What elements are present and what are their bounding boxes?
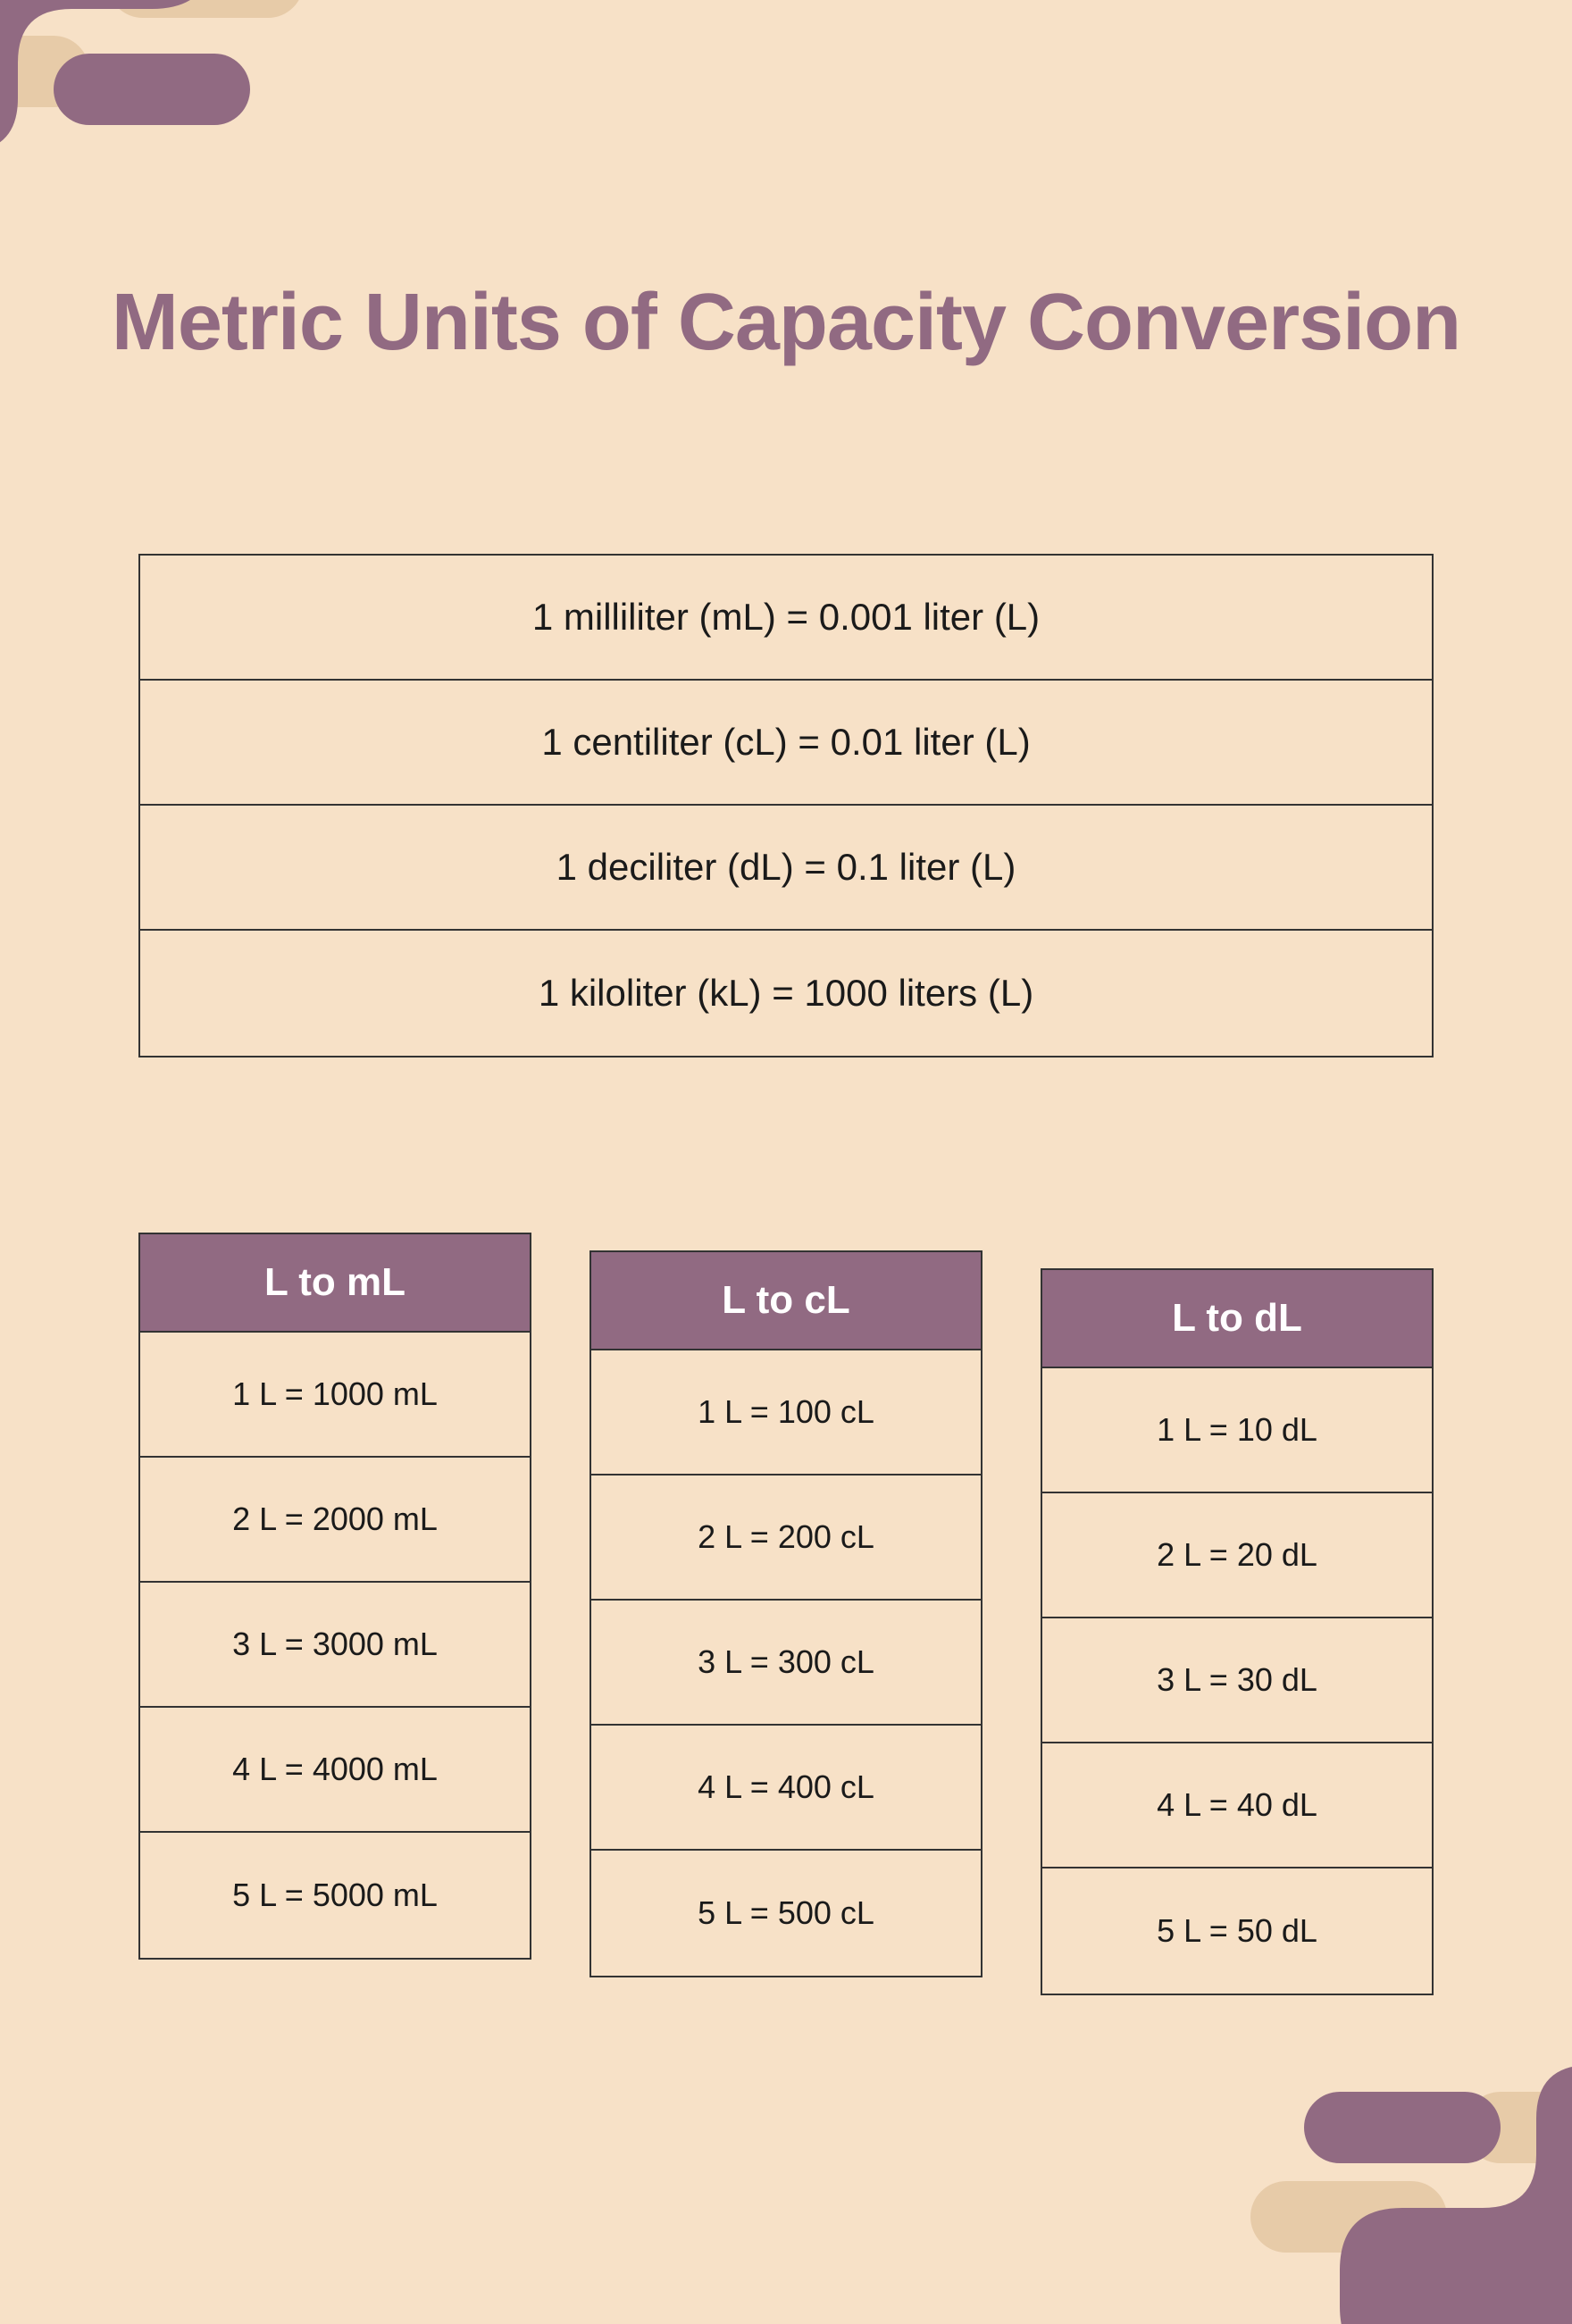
table-row: 3 L = 30 dL <box>1042 1618 1432 1743</box>
page-title: Metric Units of Capacity Conversion <box>0 277 1572 370</box>
table-row: 2 L = 2000 mL <box>140 1458 530 1583</box>
table-row: 1 L = 1000 mL <box>140 1333 530 1458</box>
conversion-tables-container: L to mL 1 L = 1000 mL 2 L = 2000 mL 3 L … <box>138 1233 1434 1995</box>
definition-row: 1 centiliter (cL) = 0.01 liter (L) <box>140 681 1432 806</box>
table-row: 5 L = 5000 mL <box>140 1833 530 1958</box>
table-row: 4 L = 4000 mL <box>140 1708 530 1833</box>
table-row: 4 L = 40 dL <box>1042 1743 1432 1868</box>
table-row: 3 L = 3000 mL <box>140 1583 530 1708</box>
table-row: 5 L = 500 cL <box>591 1851 981 1976</box>
conversion-table-ml: L to mL 1 L = 1000 mL 2 L = 2000 mL 3 L … <box>138 1233 531 1960</box>
table-row: 5 L = 50 dL <box>1042 1868 1432 1994</box>
table-row: 1 L = 100 cL <box>591 1350 981 1475</box>
definitions-table: 1 milliliter (mL) = 0.001 liter (L) 1 ce… <box>138 554 1434 1058</box>
conversion-table-cl: L to cL 1 L = 100 cL 2 L = 200 cL 3 L = … <box>590 1250 982 1977</box>
table-row: 2 L = 200 cL <box>591 1475 981 1601</box>
table-header: L to cL <box>591 1252 981 1350</box>
conversion-table-dl: L to dL 1 L = 10 dL 2 L = 20 dL 3 L = 30… <box>1041 1268 1434 1995</box>
table-header: L to mL <box>140 1234 530 1333</box>
definition-row: 1 kiloliter (kL) = 1000 liters (L) <box>140 931 1432 1056</box>
table-header: L to dL <box>1042 1270 1432 1368</box>
definition-row: 1 milliliter (mL) = 0.001 liter (L) <box>140 556 1432 681</box>
table-row: 1 L = 10 dL <box>1042 1368 1432 1493</box>
definition-row: 1 deciliter (dL) = 0.1 liter (L) <box>140 806 1432 931</box>
table-row: 4 L = 400 cL <box>591 1726 981 1851</box>
table-row: 3 L = 300 cL <box>591 1601 981 1726</box>
table-row: 2 L = 20 dL <box>1042 1493 1432 1618</box>
